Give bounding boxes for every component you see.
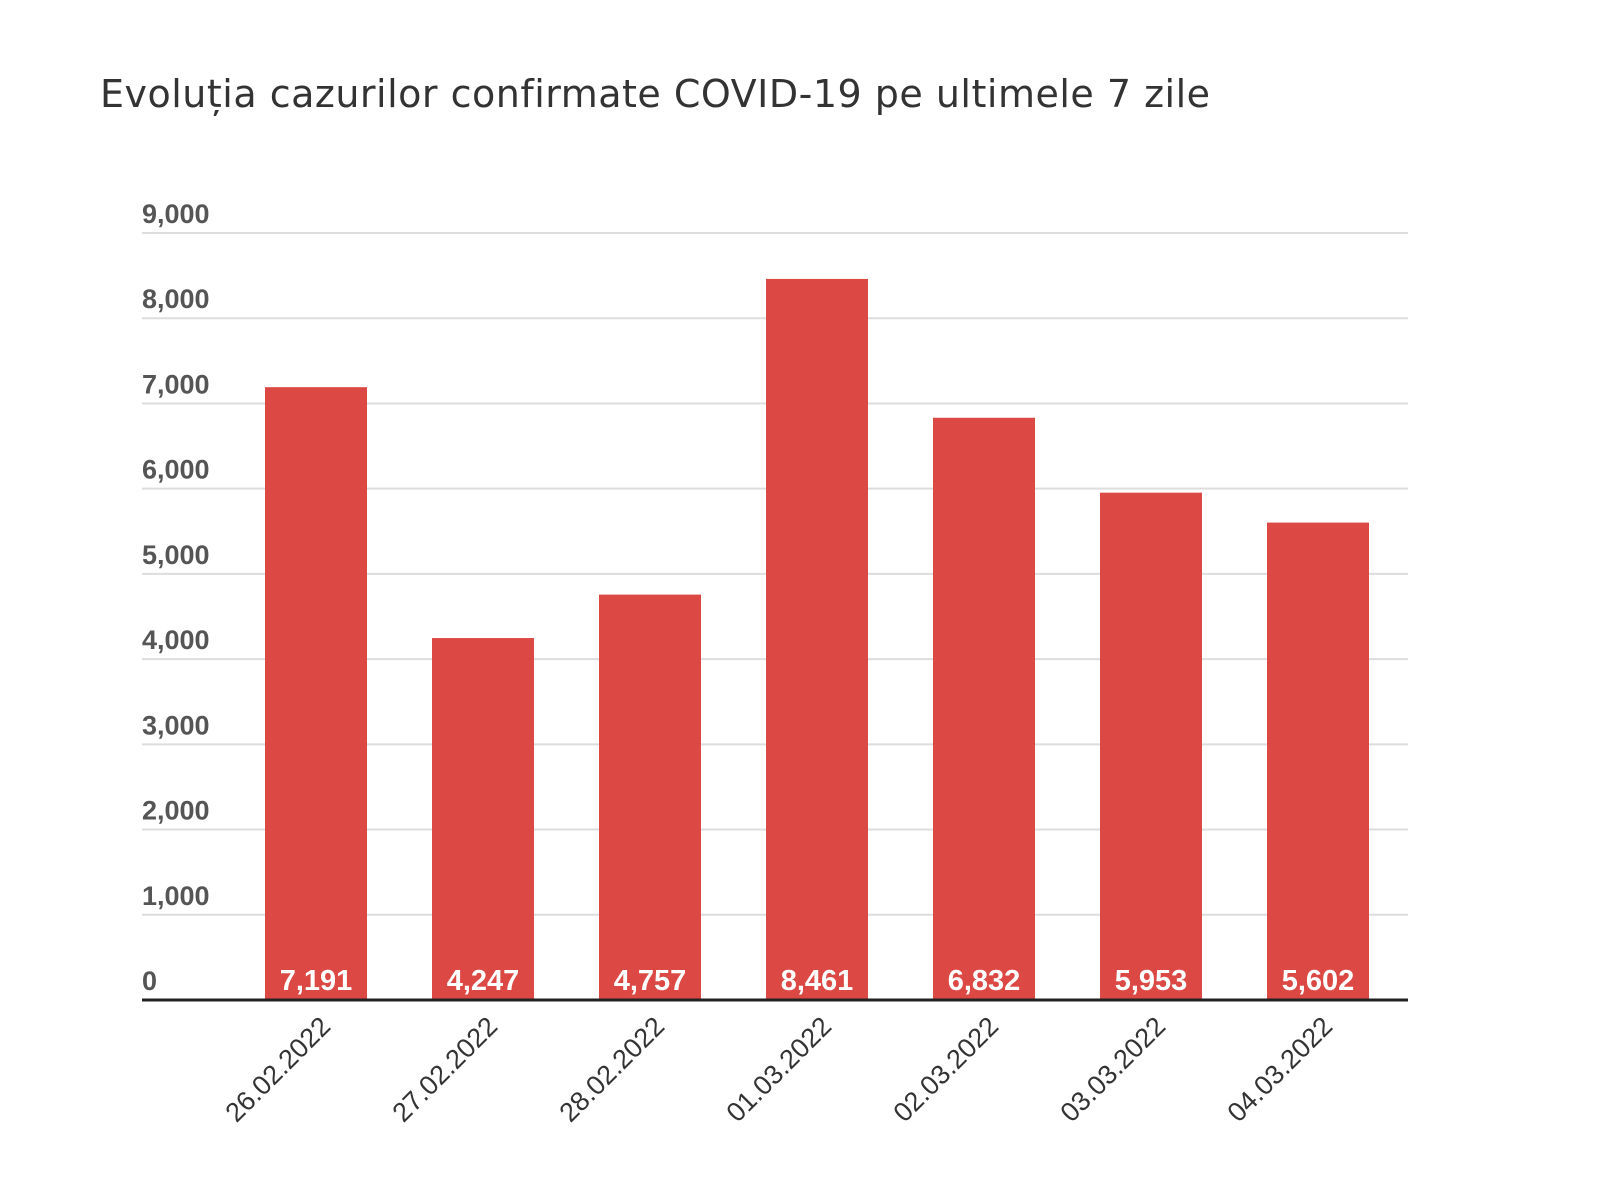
x-tick-label: 03.03.2022 <box>1054 1011 1171 1128</box>
bar <box>766 278 868 1000</box>
y-tick-label: 8,000 <box>142 284 210 314</box>
data-label: 5,953 <box>1115 965 1188 997</box>
y-tick-label: 4,000 <box>142 625 210 655</box>
data-label: 7,191 <box>280 965 353 997</box>
x-tick-label: 27.02.2022 <box>386 1011 503 1128</box>
x-tick-label: 28.02.2022 <box>553 1011 670 1128</box>
bar <box>933 417 1035 1000</box>
data-label: 4,757 <box>614 965 687 997</box>
bar <box>599 594 701 1000</box>
chart-title: Evoluția cazurilor confirmate COVID-19 p… <box>100 72 1211 116</box>
y-tick-label: 6,000 <box>142 455 210 485</box>
data-label: 5,602 <box>1282 965 1355 997</box>
y-tick-label: 0 <box>142 966 157 996</box>
y-tick-label: 3,000 <box>142 710 210 740</box>
x-tick-label: 01.03.2022 <box>720 1011 837 1128</box>
y-tick-label: 1,000 <box>142 881 210 911</box>
y-tick-label: 9,000 <box>142 199 210 229</box>
x-tick-label: 26.02.2022 <box>219 1011 336 1128</box>
bar <box>432 638 534 1000</box>
data-labels: 7,191 4,247 4,757 8,461 6,832 5,953 5,602 <box>280 965 1355 997</box>
bar <box>1100 492 1202 1000</box>
x-axis-ticks: 26.02.2022 27.02.2022 28.02.2022 01.03.2022… <box>219 1011 1338 1128</box>
x-tick-label: 04.03.2022 <box>1221 1011 1338 1128</box>
data-label: 8,461 <box>781 965 854 997</box>
data-label: 6,832 <box>948 965 1021 997</box>
bar <box>1267 522 1369 1000</box>
y-tick-label: 5,000 <box>142 540 210 570</box>
x-tick-label: 02.03.2022 <box>887 1011 1004 1128</box>
bar <box>265 387 367 1000</box>
y-tick-label: 2,000 <box>142 796 210 826</box>
data-label: 4,247 <box>447 965 520 997</box>
y-axis-ticks: 0 1,000 2,000 3,000 4,000 5,000 6,000 7,000 8,00… <box>142 199 210 996</box>
y-tick-label: 7,000 <box>142 369 210 399</box>
bars <box>265 278 1369 1000</box>
